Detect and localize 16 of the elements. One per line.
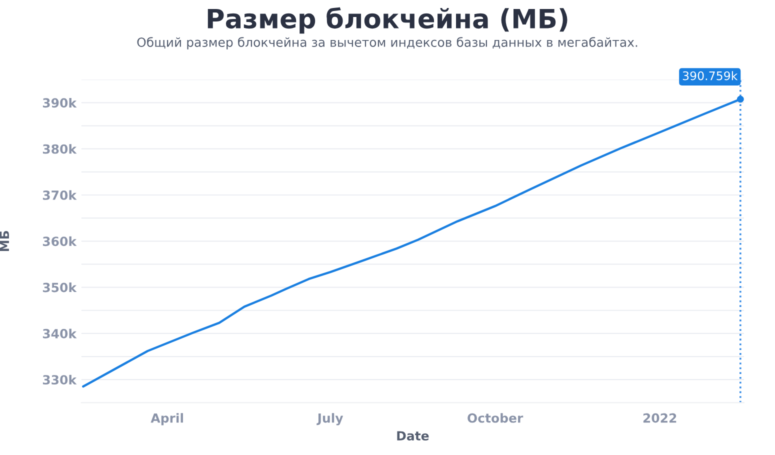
y-tick-label: 360k [42,236,77,246]
x-axis-title: Date [397,431,429,441]
y-tick-label: 340k [42,328,77,338]
y-tick-label: 330k [42,374,77,385]
y-tick-label: 350k [42,282,77,292]
x-tick-label: July [316,413,344,426]
y-axis-title: МБ [0,231,9,251]
x-tick-label: October [468,413,524,423]
x-tick-label: 2022 [643,413,676,423]
annotation: 390.759k [682,71,738,80]
x-tick-label: April [150,413,183,426]
y-tick-label: 390k [42,98,77,108]
chart-subtitle: Общий размер блокчейна за вычетом индексов базы данных в мегабайтах. [137,37,638,50]
y-tick-label: 370k [42,190,77,200]
chart-title: Размер блокчейна (МБ) [208,7,568,34]
y-tick-label: 380k [42,144,77,154]
